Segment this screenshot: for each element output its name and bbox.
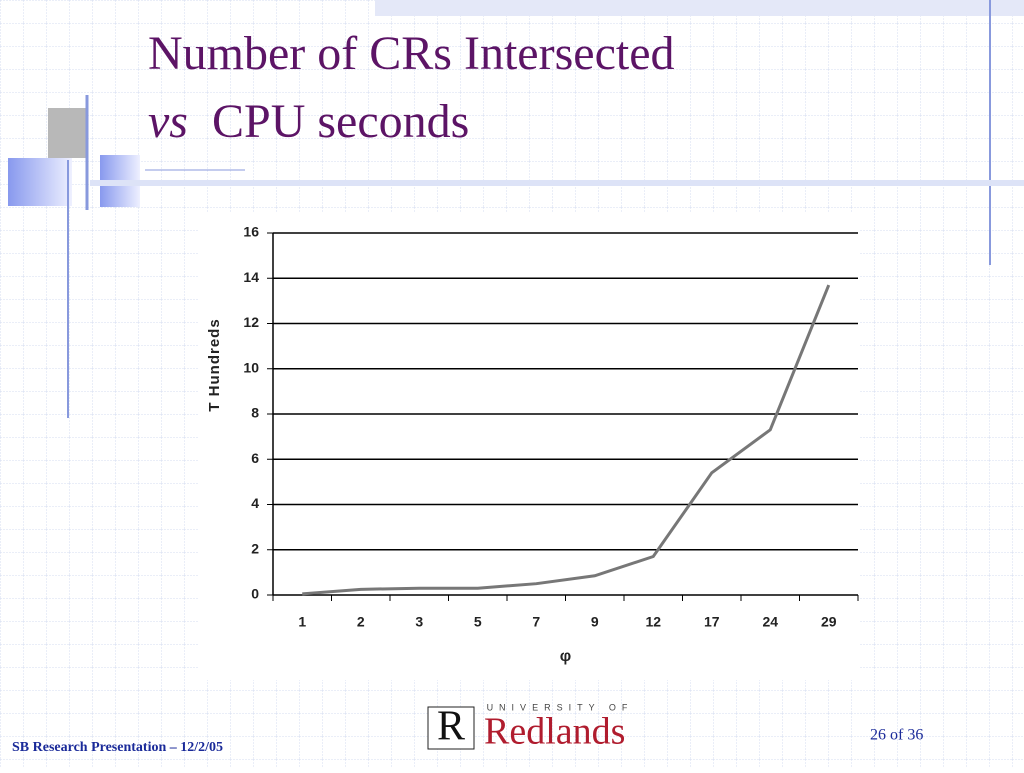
y-tick-label: 14	[243, 269, 259, 285]
page-number: 26 of 36	[870, 727, 923, 744]
y-tick-label: 8	[251, 405, 259, 421]
logo-letter: R	[437, 704, 465, 750]
y-tick-label: 0	[251, 586, 259, 602]
chart-background	[198, 213, 860, 680]
x-tick-label: 24	[762, 614, 778, 630]
y-tick-label: 10	[243, 359, 259, 375]
slide-title: Number of CRs Intersected	[148, 27, 675, 80]
deco-square	[48, 108, 88, 158]
x-tick-label: 2	[357, 614, 365, 630]
slide-title: vs CPU seconds	[148, 95, 469, 148]
y-tick-label: 16	[243, 224, 259, 240]
logo-name: Redlands	[484, 711, 625, 753]
y-tick-label: 12	[243, 314, 259, 330]
x-tick-label: 12	[645, 614, 661, 630]
y-tick-label: 6	[251, 450, 259, 466]
x-tick-label: 9	[591, 614, 599, 630]
logo-top: UNIVERSITY OF	[487, 702, 634, 712]
y-tick-label: 4	[251, 495, 259, 511]
line	[302, 284, 831, 596]
x-tick-label: 1	[298, 614, 306, 630]
x-tick-label: 7	[532, 614, 540, 630]
y-tick-label: 2	[251, 540, 259, 556]
y-axis-label: T Hundreds	[206, 318, 223, 411]
title-rest: CPU seconds	[212, 95, 469, 148]
x-tick-label: 17	[704, 614, 720, 630]
x-axis-label: φ	[560, 648, 571, 665]
footer: SB Research Presentation – 12/2/05	[12, 740, 223, 755]
deco-square	[8, 158, 72, 206]
x-tick-label: 29	[821, 614, 837, 630]
top-band	[375, 0, 1024, 16]
title-italic: vs	[148, 95, 188, 148]
x-tick-label: 5	[474, 614, 482, 630]
x-tick-label: 3	[415, 614, 423, 630]
logo-box	[427, 706, 475, 750]
